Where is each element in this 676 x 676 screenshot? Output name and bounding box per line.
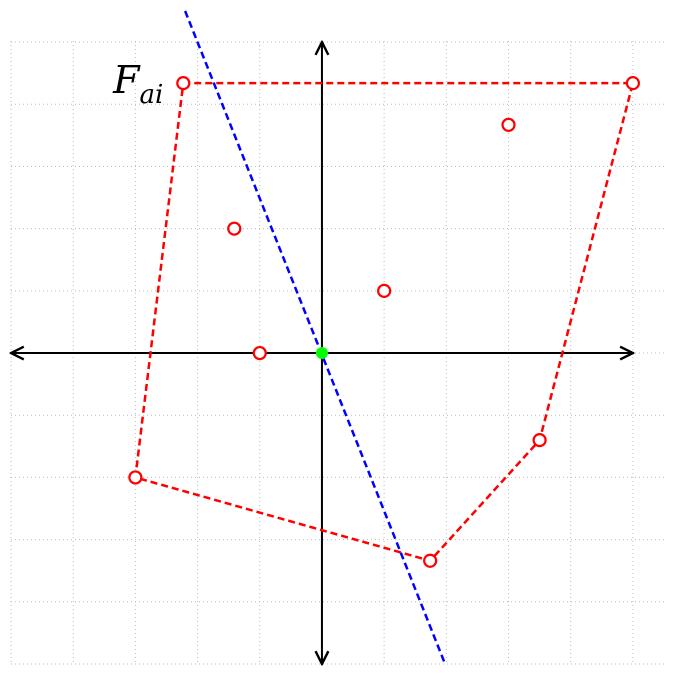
- point: [501, 117, 516, 132]
- point: [227, 221, 242, 236]
- point: [128, 470, 143, 485]
- point: [176, 76, 191, 91]
- annotation-main: F: [112, 58, 141, 102]
- hull: [134, 81, 635, 563]
- point: [252, 345, 267, 361]
- annotation-subscript: ai: [139, 80, 163, 110]
- grid: [10, 41, 664, 665]
- annotation: Fai: [112, 58, 163, 110]
- point: [625, 76, 641, 91]
- point: [377, 283, 392, 298]
- marks: [128, 10, 641, 665]
- separating-line: [183, 10, 447, 665]
- point: [532, 433, 547, 448]
- center-point: [315, 347, 328, 360]
- point: [423, 553, 438, 568]
